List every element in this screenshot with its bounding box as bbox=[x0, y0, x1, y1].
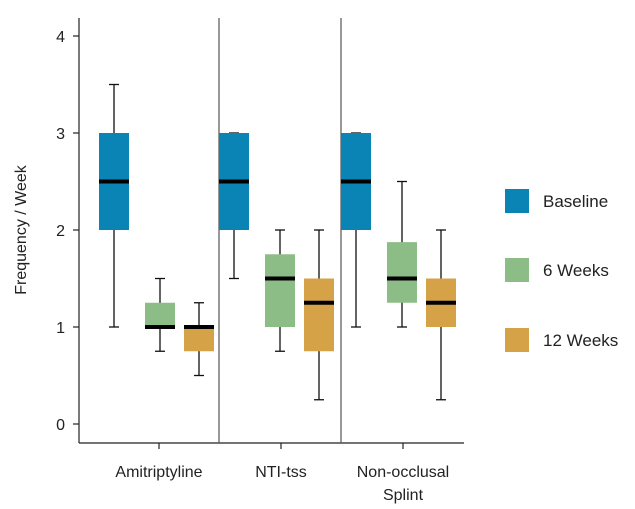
plot-area bbox=[99, 83, 456, 401]
box-6-weeks bbox=[387, 180, 417, 328]
box-6-weeks bbox=[145, 277, 175, 352]
box-baseline bbox=[99, 83, 129, 328]
legend-swatch bbox=[505, 328, 529, 352]
x-axis: Amitriptyline NTI-tss Non-occlusal Splint bbox=[79, 442, 464, 504]
box-iqr bbox=[387, 242, 417, 303]
box-iqr bbox=[304, 278, 334, 352]
y-tick-label: 1 bbox=[56, 320, 65, 337]
panel-separators bbox=[218, 18, 342, 443]
box-12-weeks bbox=[304, 229, 334, 401]
legend-label: Baseline bbox=[543, 192, 608, 211]
legend-swatch bbox=[505, 258, 529, 282]
legend-swatch bbox=[505, 189, 529, 213]
y-tick-label: 3 bbox=[56, 126, 65, 143]
x-tick-label: Splint bbox=[383, 487, 424, 504]
x-tick-label: Non-occlusal bbox=[357, 464, 449, 481]
box-12-weeks bbox=[184, 302, 214, 377]
y-tick-label: 0 bbox=[56, 417, 65, 434]
box-12-weeks bbox=[426, 229, 456, 401]
x-tick-label: NTI-tss bbox=[255, 464, 307, 481]
legend-label: 12 Weeks bbox=[543, 331, 618, 350]
box-baseline bbox=[219, 132, 249, 280]
box-baseline bbox=[341, 132, 371, 328]
box-iqr bbox=[265, 254, 295, 327]
box-6-weeks bbox=[265, 229, 295, 352]
x-tick-label: Amitriptyline bbox=[115, 464, 202, 481]
y-tick-label: 4 bbox=[56, 29, 65, 46]
y-axis-title: Frequency / Week bbox=[13, 164, 30, 295]
legend-label: 6 Weeks bbox=[543, 261, 609, 280]
y-tick-label: 2 bbox=[56, 223, 65, 240]
box-iqr bbox=[145, 302, 175, 327]
box-iqr bbox=[184, 327, 214, 352]
y-axis: 0 1 2 3 4 bbox=[56, 18, 80, 443]
legend: Baseline 6 Weeks 12 Weeks bbox=[505, 189, 618, 352]
